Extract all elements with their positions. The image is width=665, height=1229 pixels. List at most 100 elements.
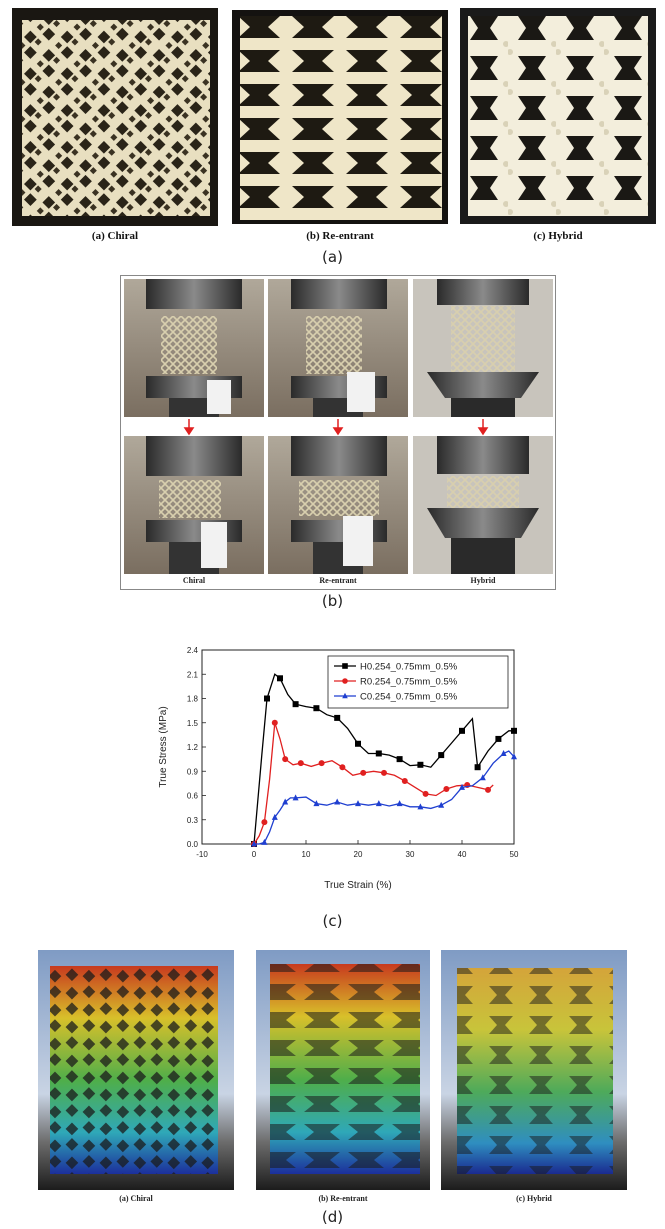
data-point	[511, 753, 517, 760]
data-point	[355, 740, 361, 747]
y-tick-label: 1.5	[187, 719, 199, 728]
data-point	[396, 800, 403, 807]
panel-a-caption-chiral: (a) Chiral	[91, 230, 139, 242]
legend-label: C0.254_0.75mm_0.5%	[360, 692, 458, 703]
data-point	[292, 701, 299, 708]
legend-marker	[342, 692, 348, 699]
data-point	[479, 774, 486, 781]
hybrid-test-after	[413, 436, 553, 574]
legend-label: R0.254_0.75mm_0.5%	[360, 677, 458, 688]
panel-b-caption-hybrid: Hybrid	[470, 576, 496, 585]
legend-marker	[342, 663, 348, 669]
y-tick-label: 0.6	[187, 792, 199, 801]
data-point	[438, 752, 445, 759]
data-point	[282, 756, 289, 763]
data-point	[277, 675, 283, 682]
data-point	[318, 760, 325, 767]
y-tick-label: 0.9	[187, 767, 199, 776]
x-tick-label: 50	[510, 850, 519, 859]
data-point	[495, 735, 502, 742]
data-point	[474, 764, 481, 771]
legend-marker	[342, 678, 348, 684]
data-point	[313, 800, 320, 807]
x-tick-label: 40	[458, 850, 467, 859]
data-point	[375, 800, 382, 807]
data-point	[271, 719, 278, 726]
data-point	[251, 840, 257, 847]
hybrid-fea-render	[441, 950, 627, 1190]
x-tick-label: 10	[302, 850, 311, 859]
chiral-test-before	[124, 279, 264, 417]
data-point	[355, 800, 361, 807]
hybrid-test-before	[413, 279, 553, 417]
panel-d-label: (d)	[321, 1208, 344, 1226]
data-point	[261, 819, 268, 826]
data-point	[396, 756, 403, 763]
panel-a-label: (a)	[322, 248, 343, 266]
series-2	[251, 719, 494, 847]
series-line	[253, 722, 494, 845]
data-point	[511, 727, 517, 734]
y-tick-label: 0.3	[187, 816, 199, 825]
y-tick-label: 1.8	[187, 695, 199, 704]
panel-a-caption-reentrant: (b) Re-entrant	[306, 230, 374, 242]
data-point	[417, 803, 424, 810]
data-point	[264, 695, 270, 702]
x-tick-label: 20	[354, 850, 363, 859]
data-point	[282, 798, 289, 805]
panel-c-label: (c)	[322, 912, 343, 930]
y-axis-title: True Stress (MPa)	[158, 706, 169, 787]
data-point	[297, 760, 304, 767]
series-3	[251, 749, 517, 847]
reentrant-fea-render	[256, 950, 430, 1190]
reentrant-specimen-photo	[232, 10, 448, 224]
data-point	[485, 786, 491, 793]
hybrid-specimen-photo	[460, 8, 656, 224]
x-axis-title: True Strain (%)	[324, 880, 391, 891]
y-tick-label: 1.2	[187, 743, 199, 752]
compression-test-figure: Chiral Re-entrant Hybrid	[120, 275, 556, 590]
panel-d-caption-chiral: (a) Chiral	[119, 1194, 153, 1203]
chart-legend: H0.254_0.75mm_0.5% R0.254_0.75mm_0.5% C0.2…	[327, 655, 509, 709]
y-tick-label: 2.4	[187, 646, 199, 655]
data-point	[271, 813, 278, 820]
data-point	[500, 749, 507, 756]
data-point	[422, 790, 429, 797]
deformation-arrow-icon	[183, 419, 489, 436]
data-point	[459, 727, 465, 734]
data-point	[443, 786, 450, 793]
panel-b-caption-chiral: Chiral	[182, 576, 206, 585]
x-tick-label: 30	[406, 850, 415, 859]
stress-strain-chart: 0.0 0.3 0.6 0.9 1.2 1.5 1.8 2.1 2.4 -10 0 10 20 30 40…	[158, 646, 519, 891]
data-point	[381, 769, 387, 776]
panel-d-caption-hybrid: (c) Hybrid	[516, 1194, 552, 1203]
data-point	[334, 798, 341, 805]
y-tick-label: 2.1	[187, 670, 199, 679]
panel-b-label: (b)	[321, 592, 344, 610]
panel-b-caption-reentrant: Re-entrant	[319, 576, 357, 585]
data-point	[339, 764, 346, 771]
chiral-fea-render	[38, 950, 234, 1190]
reentrant-test-after	[268, 436, 408, 574]
data-point	[375, 750, 382, 757]
data-point	[261, 838, 268, 845]
data-point	[292, 794, 299, 801]
reentrant-test-before	[268, 279, 408, 417]
panel-d-caption-reentrant: (b) Re-entrant	[318, 1194, 368, 1203]
panel-a-caption-hybrid: (c) Hybrid	[533, 230, 583, 242]
data-point	[417, 761, 424, 768]
chiral-specimen-photo	[12, 8, 218, 226]
chiral-test-after	[124, 436, 264, 574]
x-tick-label: -10	[196, 850, 208, 859]
data-point	[360, 769, 367, 776]
data-point	[459, 783, 465, 790]
series-1	[251, 673, 517, 847]
series-line	[254, 750, 515, 845]
y-tick-label: 0.0	[187, 840, 199, 849]
legend-label: H0.254_0.75mm_0.5%	[360, 662, 458, 673]
data-point	[334, 714, 341, 721]
x-tick-label: 0	[252, 850, 257, 859]
data-point	[401, 777, 408, 784]
data-point	[313, 705, 320, 712]
data-point	[438, 801, 445, 808]
